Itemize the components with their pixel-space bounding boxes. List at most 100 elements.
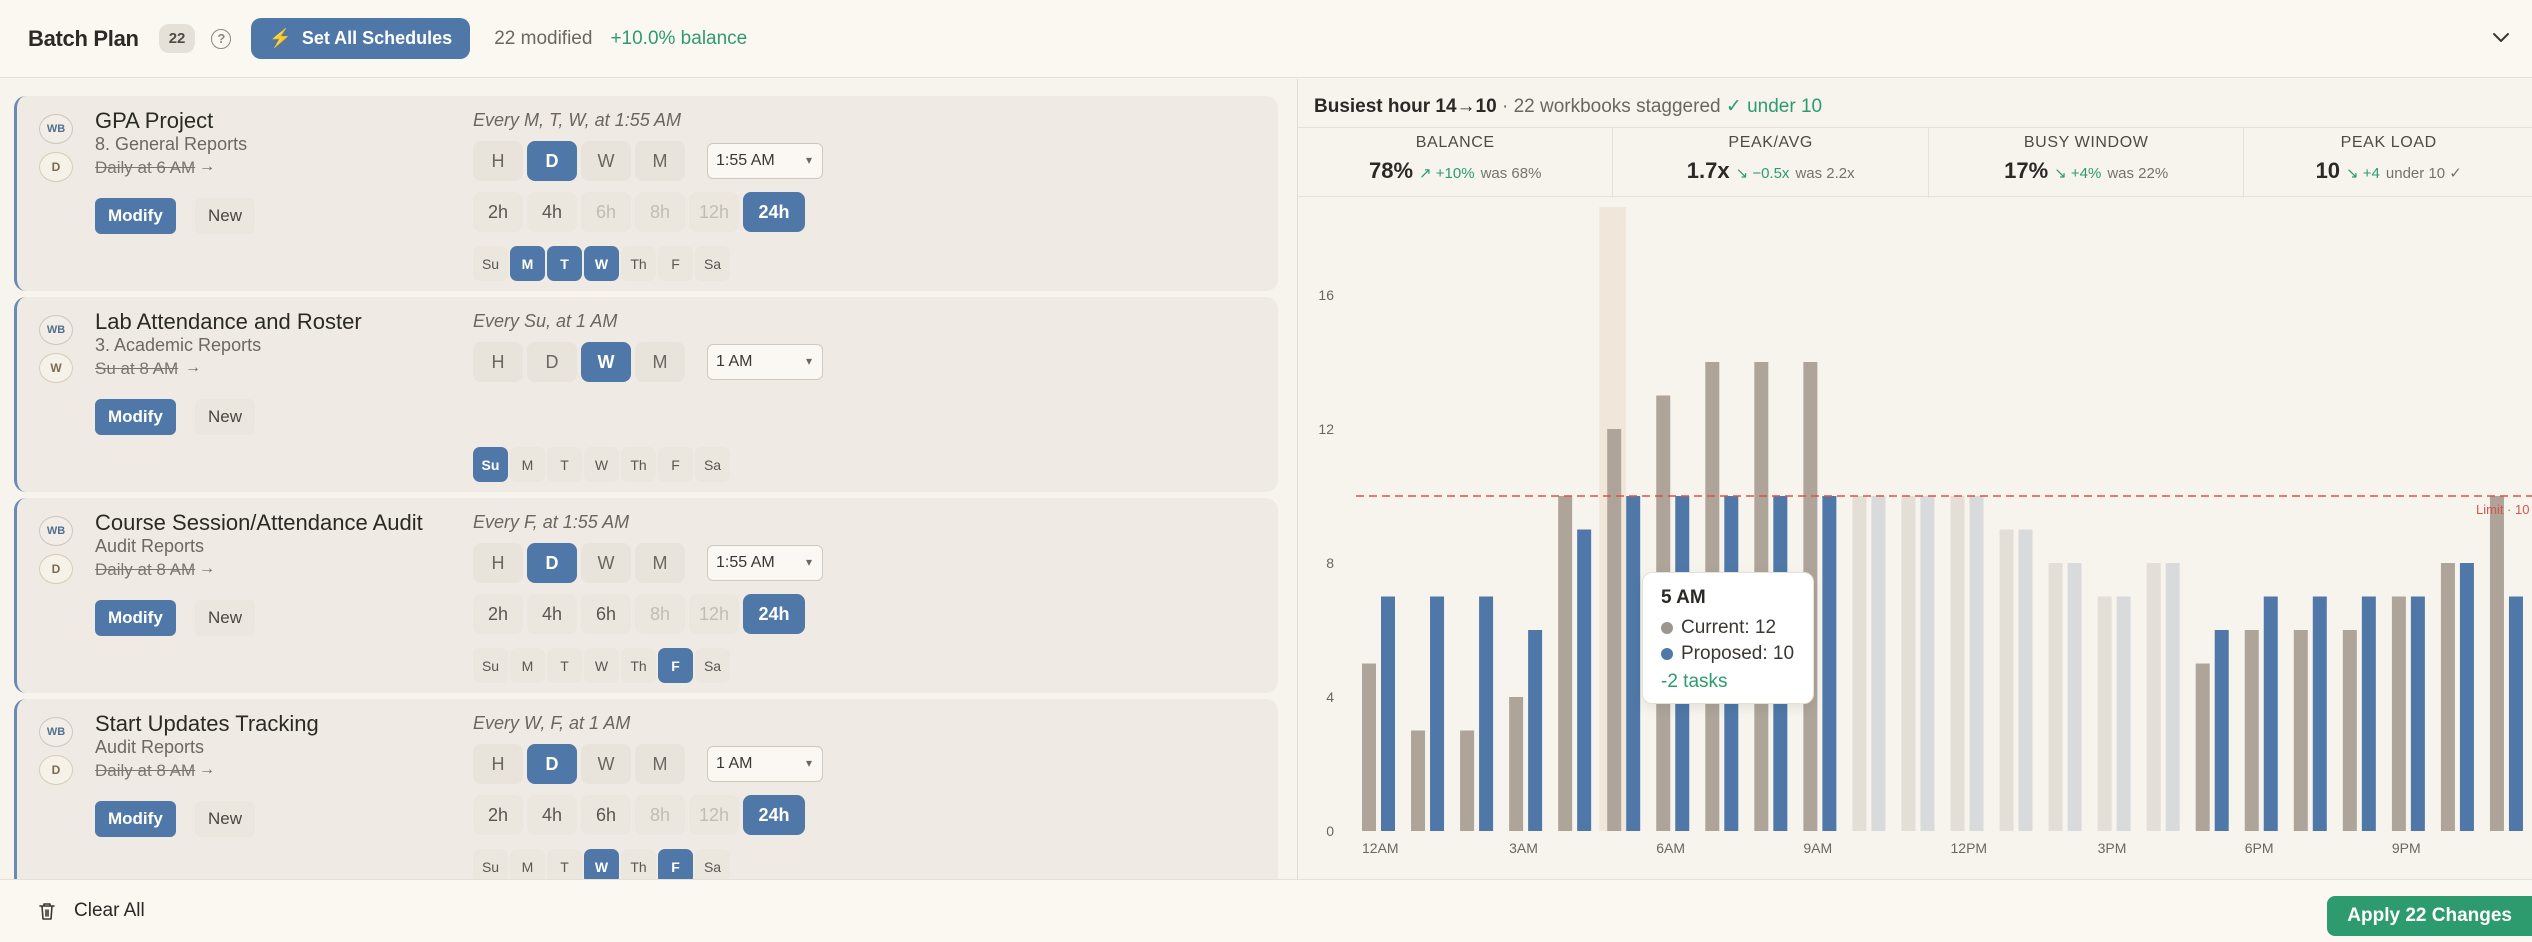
time-select[interactable]: 1 AM ▾ xyxy=(707,344,823,380)
frequency-option[interactable]: M xyxy=(635,744,685,784)
time-select[interactable]: 1:55 AM ▾ xyxy=(707,143,823,179)
proposed-bar[interactable] xyxy=(1479,596,1494,832)
frequency-option[interactable]: W xyxy=(581,543,631,583)
day-option[interactable]: T xyxy=(547,648,582,683)
modify-button[interactable]: Modify xyxy=(95,399,176,435)
proposed-bar[interactable] xyxy=(1528,630,1543,831)
day-option[interactable]: W xyxy=(584,648,619,683)
proposed-bar[interactable] xyxy=(2508,596,2523,832)
modify-button[interactable]: Modify xyxy=(95,600,176,636)
day-option[interactable]: T xyxy=(547,849,582,879)
chevron-down-icon[interactable] xyxy=(2490,26,2512,48)
day-option[interactable]: F xyxy=(658,447,693,482)
current-bar[interactable] xyxy=(1950,496,1965,831)
interval-option[interactable]: 2h xyxy=(473,594,523,634)
current-bar[interactable] xyxy=(1460,730,1475,832)
current-bar[interactable] xyxy=(2244,630,2259,831)
day-option[interactable]: Th xyxy=(621,648,656,683)
day-option[interactable]: Sa xyxy=(695,447,730,482)
apply-changes-button[interactable]: Apply 22 Changes xyxy=(2327,896,2532,936)
current-bar[interactable] xyxy=(1901,496,1916,831)
proposed-bar[interactable] xyxy=(2116,596,2131,832)
frequency-option[interactable]: W xyxy=(581,744,631,784)
proposed-bar[interactable] xyxy=(2018,529,2033,832)
day-option[interactable]: M xyxy=(510,849,545,879)
interval-option[interactable]: 24h xyxy=(743,192,805,232)
help-icon[interactable]: ? xyxy=(211,28,232,49)
current-bar[interactable] xyxy=(1999,529,2014,832)
day-option[interactable]: M xyxy=(510,648,545,683)
time-select[interactable]: 1 AM ▾ xyxy=(707,746,823,782)
modify-button[interactable]: Modify xyxy=(95,198,176,234)
interval-option[interactable]: 24h xyxy=(743,594,805,634)
day-option[interactable]: Sa xyxy=(695,648,730,683)
interval-option[interactable]: 6h xyxy=(581,192,631,232)
new-button[interactable]: New xyxy=(195,600,256,636)
frequency-option[interactable]: M xyxy=(635,543,685,583)
new-button[interactable]: New xyxy=(195,399,256,435)
proposed-bar[interactable] xyxy=(2312,596,2327,832)
proposed-bar[interactable] xyxy=(1920,496,1935,831)
frequency-option[interactable]: H xyxy=(473,744,523,784)
interval-option[interactable]: 2h xyxy=(473,192,523,232)
time-select[interactable]: 1:55 AM ▾ xyxy=(707,545,823,581)
day-option[interactable]: M xyxy=(510,447,545,482)
current-bar[interactable] xyxy=(1852,496,1867,831)
proposed-bar[interactable] xyxy=(1430,596,1445,832)
interval-option[interactable]: 6h xyxy=(581,594,631,634)
day-option[interactable]: Th xyxy=(621,246,656,281)
proposed-bar[interactable] xyxy=(1969,496,1984,831)
current-bar[interactable] xyxy=(2195,663,2210,832)
proposed-bar[interactable] xyxy=(1577,529,1592,832)
day-option[interactable]: W xyxy=(584,849,619,879)
day-option[interactable]: F xyxy=(658,849,693,879)
current-bar[interactable] xyxy=(2342,630,2357,831)
proposed-bar[interactable] xyxy=(1381,596,1395,832)
interval-option[interactable]: 2h xyxy=(473,795,523,835)
day-option[interactable]: W xyxy=(584,447,619,482)
proposed-bar[interactable] xyxy=(2361,596,2376,832)
proposed-bar[interactable] xyxy=(2410,596,2425,832)
proposed-bar[interactable] xyxy=(1822,496,1837,831)
current-bar[interactable] xyxy=(1558,496,1573,831)
proposed-bar[interactable] xyxy=(2459,563,2474,831)
day-option[interactable]: T xyxy=(547,246,582,281)
interval-option[interactable]: 24h xyxy=(743,795,805,835)
interval-option[interactable]: 8h xyxy=(635,594,685,634)
day-option[interactable]: Th xyxy=(621,447,656,482)
interval-option[interactable]: 4h xyxy=(527,594,577,634)
day-option[interactable]: Su xyxy=(473,648,508,683)
set-all-schedules-button[interactable]: ⚡ Set All Schedules xyxy=(251,18,471,59)
proposed-bar[interactable] xyxy=(2165,563,2180,831)
frequency-option[interactable]: D xyxy=(527,744,577,784)
proposed-bar[interactable] xyxy=(1871,496,1886,831)
day-option[interactable]: Su xyxy=(473,447,508,482)
interval-option[interactable]: 4h xyxy=(527,795,577,835)
current-bar[interactable] xyxy=(2146,563,2161,831)
proposed-bar[interactable] xyxy=(1626,496,1641,831)
proposed-bar[interactable] xyxy=(2214,630,2229,831)
day-option[interactable]: F xyxy=(658,246,693,281)
frequency-option[interactable]: D xyxy=(527,543,577,583)
day-option[interactable]: W xyxy=(584,246,619,281)
current-bar[interactable] xyxy=(1607,429,1622,831)
day-option[interactable]: M xyxy=(510,246,545,281)
current-bar[interactable] xyxy=(2489,496,2504,831)
frequency-option[interactable]: H xyxy=(473,342,523,382)
current-bar[interactable] xyxy=(1411,730,1426,832)
interval-option[interactable]: 8h xyxy=(635,192,685,232)
hourly-load-chart[interactable]: 0 4 8 12 16 Limit · 10 12AM 3AM 6AM 9AM 12PM 3PM 6PM… xyxy=(1298,197,2532,879)
interval-option[interactable]: 12h xyxy=(689,795,739,835)
new-button[interactable]: New xyxy=(195,801,256,837)
interval-option[interactable]: 12h xyxy=(689,594,739,634)
current-bar[interactable] xyxy=(2391,596,2406,832)
interval-option[interactable]: 6h xyxy=(581,795,631,835)
day-option[interactable]: Th xyxy=(621,849,656,879)
clear-all-button[interactable]: Clear All xyxy=(38,900,145,922)
frequency-option[interactable]: M xyxy=(635,141,685,181)
frequency-option[interactable]: W xyxy=(581,342,631,382)
day-option[interactable]: Su xyxy=(473,246,508,281)
interval-option[interactable]: 12h xyxy=(689,192,739,232)
frequency-option[interactable]: H xyxy=(473,543,523,583)
proposed-bar[interactable] xyxy=(2067,563,2082,831)
